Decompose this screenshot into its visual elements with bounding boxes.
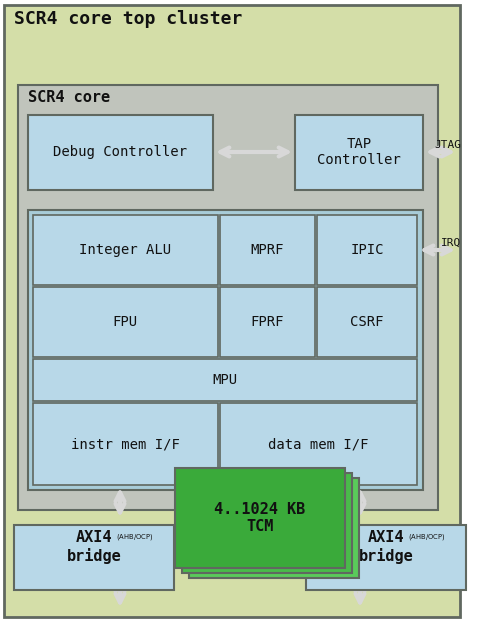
Text: FPRF: FPRF xyxy=(250,315,284,329)
Text: data mem I/F: data mem I/F xyxy=(268,437,368,451)
Text: instr mem I/F: instr mem I/F xyxy=(71,437,180,451)
Text: $_{\mathsf{(AHB/OCP)}}$: $_{\mathsf{(AHB/OCP)}}$ xyxy=(408,533,446,544)
Bar xyxy=(317,215,417,285)
Bar xyxy=(220,287,315,357)
Bar xyxy=(220,403,417,485)
Text: MPU: MPU xyxy=(213,373,238,387)
Bar xyxy=(182,473,352,573)
Text: SCR4 core: SCR4 core xyxy=(28,90,110,105)
Text: MPRF: MPRF xyxy=(250,243,284,257)
Bar xyxy=(14,525,174,590)
Bar xyxy=(28,115,213,190)
Bar xyxy=(175,468,345,568)
Text: $_{\mathsf{(AHB/OCP)}}$: $_{\mathsf{(AHB/OCP)}}$ xyxy=(116,533,154,544)
Bar xyxy=(33,403,218,485)
Bar xyxy=(33,215,218,285)
Text: bridge: bridge xyxy=(67,548,121,564)
Bar xyxy=(220,215,315,285)
Text: IRQ: IRQ xyxy=(441,238,461,248)
Text: CSRF: CSRF xyxy=(350,315,384,329)
Bar xyxy=(28,210,423,490)
Text: FPU: FPU xyxy=(112,315,138,329)
Text: Integer ALU: Integer ALU xyxy=(79,243,171,257)
Text: bridge: bridge xyxy=(359,548,413,564)
Bar xyxy=(189,478,359,578)
Bar xyxy=(18,85,438,510)
Bar xyxy=(33,287,218,357)
Text: JTAG: JTAG xyxy=(434,140,461,150)
Text: SCR4 core top cluster: SCR4 core top cluster xyxy=(14,10,242,28)
Bar xyxy=(317,287,417,357)
Text: IPIC: IPIC xyxy=(350,243,384,257)
Text: Debug Controller: Debug Controller xyxy=(53,145,187,159)
Text: TAP
Controller: TAP Controller xyxy=(317,137,401,167)
Bar xyxy=(295,115,423,190)
Bar xyxy=(33,359,417,401)
Bar xyxy=(306,525,466,590)
Text: AXI4: AXI4 xyxy=(368,530,404,545)
Text: 4..1024 KB
TCM: 4..1024 KB TCM xyxy=(215,502,306,534)
Text: AXI4: AXI4 xyxy=(76,530,112,545)
